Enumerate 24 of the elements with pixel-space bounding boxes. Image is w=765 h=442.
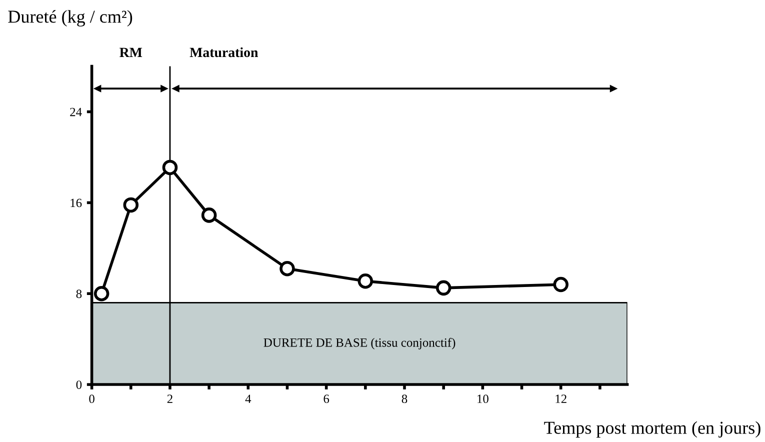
y-tick-label: 24 xyxy=(70,108,82,116)
band-label: DURETE DE BASE (tissu conjonctif) xyxy=(264,338,456,350)
point xyxy=(436,280,452,296)
x-axis-title: Temps post mortem (en jours) xyxy=(544,421,760,438)
x-tick-label: 6 xyxy=(324,394,330,404)
point xyxy=(358,273,374,289)
x-tick-label: 0 xyxy=(89,394,94,404)
text: RM xyxy=(120,48,142,57)
point xyxy=(123,197,139,213)
x-tick-label: 10 xyxy=(478,394,488,404)
y-tick-label: 16 xyxy=(70,198,82,208)
point xyxy=(162,160,178,176)
y-tick-label: 8 xyxy=(76,290,82,298)
x-tick-label: 4 xyxy=(245,394,252,403)
x-tick-label: 2 xyxy=(167,394,172,403)
point xyxy=(94,286,110,302)
point xyxy=(201,208,217,223)
x-tick-label: 12 xyxy=(556,394,566,403)
text: Maturation xyxy=(190,47,258,58)
point xyxy=(553,276,568,292)
x-tick-label: 8 xyxy=(402,394,408,404)
y-axis-title: Dureté (kg / cm²) xyxy=(8,10,132,27)
y-tick-label: 0 xyxy=(76,380,82,389)
point xyxy=(280,260,295,276)
